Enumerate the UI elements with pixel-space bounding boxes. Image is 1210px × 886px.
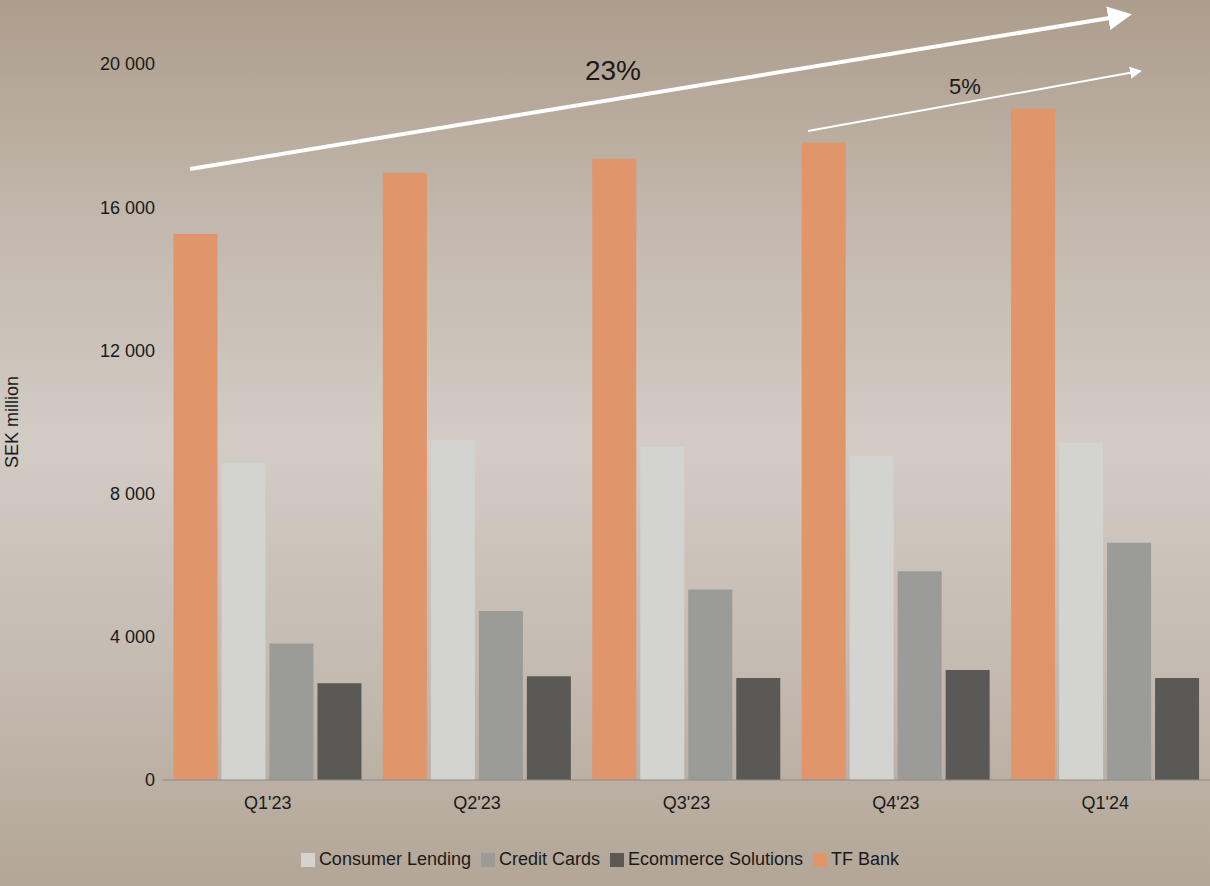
svg-text:20 000: 20 000 [100, 54, 155, 74]
svg-text:23%: 23% [585, 55, 641, 86]
svg-text:Q1'23: Q1'23 [244, 793, 291, 813]
svg-text:Q2'23: Q2'23 [453, 793, 500, 813]
svg-text:Q4'23: Q4'23 [872, 793, 919, 813]
svg-text:12 000: 12 000 [100, 341, 155, 361]
svg-text:16 000: 16 000 [100, 198, 155, 218]
svg-text:4 000: 4 000 [110, 627, 155, 647]
svg-text:8 000: 8 000 [110, 484, 155, 504]
svg-text:Q1'24: Q1'24 [1082, 793, 1129, 813]
html-text:Credit Cards: Credit Cards [499, 849, 600, 869]
html-text:TF Bank: TF Bank [831, 849, 900, 869]
svg-text:0: 0 [145, 770, 155, 790]
svg-text:SEK million: SEK million [2, 376, 22, 468]
html-text:Consumer Lending: Consumer Lending [318, 849, 471, 869]
svg-text:Q3'23: Q3'23 [663, 793, 710, 813]
svg-text:5%: 5% [949, 74, 981, 99]
html-text:Ecommerce Solutions: Ecommerce Solutions [628, 849, 804, 869]
